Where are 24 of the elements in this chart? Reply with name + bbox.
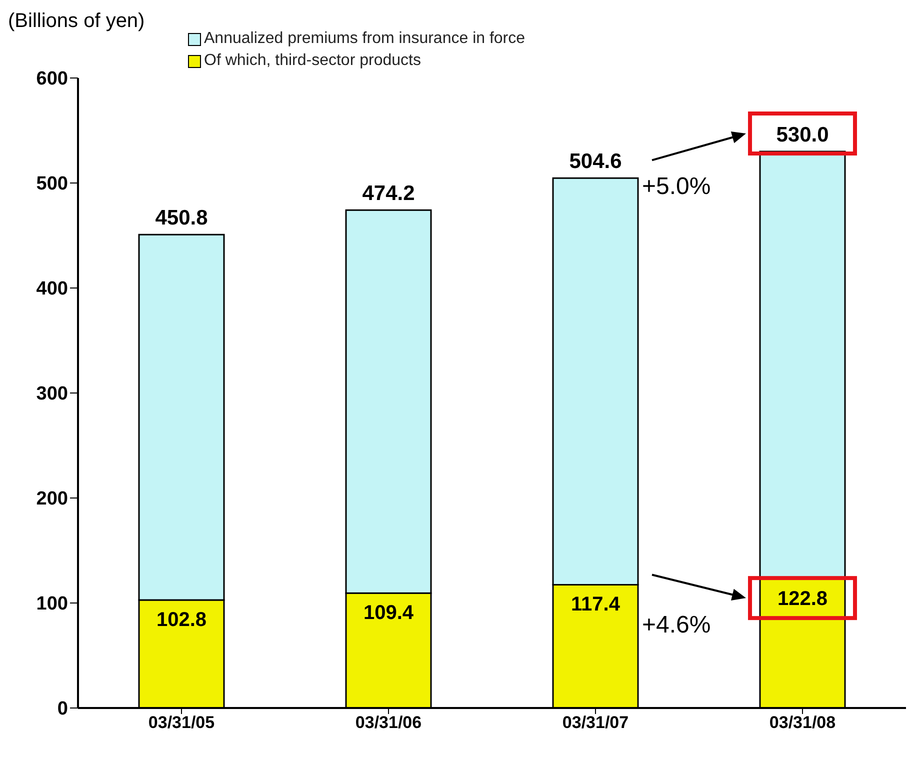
data-label: 122.8 [777,588,828,610]
y-tick-label: 400 [36,278,68,300]
x-tick-label: 03/31/08 [769,713,836,732]
annotation: +4.6% [642,612,711,639]
legend-label: Annualized premiums from insurance in force [204,30,526,48]
data-label: 102.8 [156,609,207,632]
y-tick-label: 500 [36,174,68,195]
y-tick-label: 100 [36,594,68,615]
x-tick-label: 03/31/06 [355,713,422,732]
data-label: 117.4 [571,594,621,616]
total-label: 450.8 [155,206,208,230]
y-tick-label: 600 [36,68,68,90]
total-label: 474.2 [362,182,415,206]
x-tick-label: 03/31/05 [148,713,215,732]
legend-label: Of which, third-sector products [204,52,421,70]
data-label: 109.4 [363,602,414,624]
total-label: 504.6 [569,150,622,174]
y-tick-label: 0 [57,698,68,720]
annotation: +5.0% [642,173,711,200]
total-label: 530.0 [776,124,829,146]
y-tick-label: 200 [36,488,68,510]
y-tick-label: 300 [36,384,68,405]
x-tick-label: 03/31/07 [562,713,629,732]
y-axis-title: (Billions of yen) [8,10,145,33]
